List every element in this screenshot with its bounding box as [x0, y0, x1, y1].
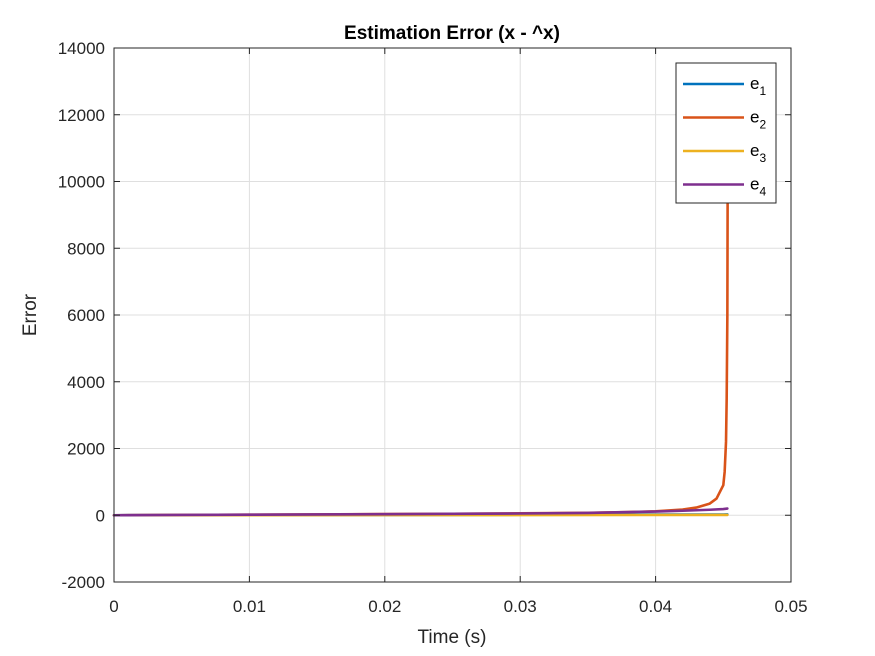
y-tick-label: 14000 [58, 39, 105, 58]
legend-box [675, 62, 777, 204]
x-tick-label: 0.01 [233, 597, 266, 616]
legend-label-e1: e1 [750, 74, 766, 98]
y-tick-label: 6000 [67, 306, 105, 325]
series-line-e4 [112, 507, 729, 517]
x-tick-label: 0.02 [368, 597, 401, 616]
chart-title: Estimation Error (x - ^x) [344, 23, 560, 44]
x-tick-label: 0.04 [639, 597, 672, 616]
y-tick-label: 4000 [67, 373, 105, 392]
y-tick-label: 2000 [67, 440, 105, 459]
y-tick-label: 0 [96, 506, 105, 525]
legend-label-e3: e3 [750, 141, 766, 165]
legend-label-e4: e4 [750, 175, 766, 199]
y-tick-label: 10000 [58, 173, 105, 192]
y-tick-label: 12000 [58, 106, 105, 125]
y-tick-label: 8000 [67, 239, 105, 258]
legend: e1 e2 e3 e4 [675, 62, 777, 204]
x-tick-label: 0.03 [504, 597, 537, 616]
y-tick-label: -2000 [62, 573, 105, 592]
y-axis-label: Error [20, 293, 41, 336]
x-tick-label: 0.05 [774, 597, 807, 616]
x-tick-label: 0 [109, 597, 118, 616]
tick-group: 0 0.01 0.02 0.03 0.04 0.05-200002000400060008… [58, 39, 808, 616]
series-group [112, 63, 730, 517]
legend-label-e2: e2 [750, 108, 766, 132]
x-axis-label: Time (s) [418, 627, 487, 648]
